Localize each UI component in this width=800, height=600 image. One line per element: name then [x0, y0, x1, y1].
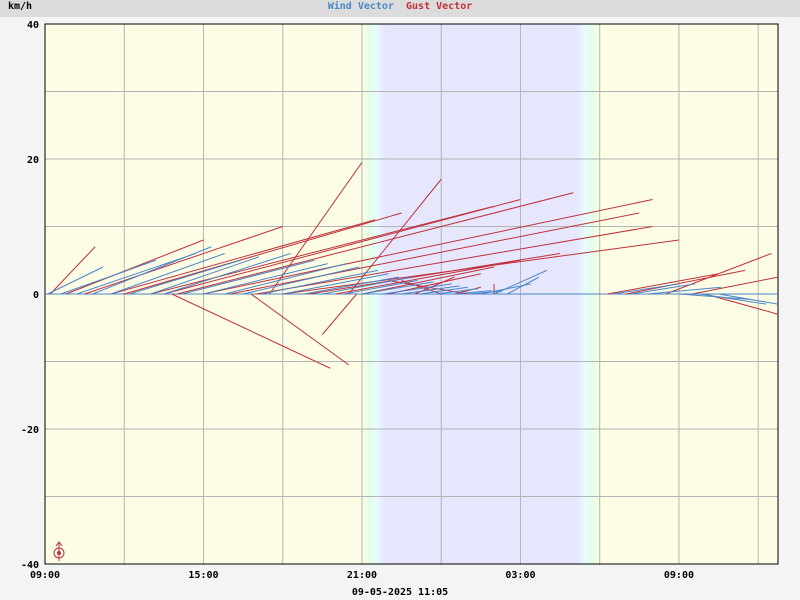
wind-vector — [261, 269, 378, 295]
wind-vector — [242, 266, 360, 295]
wind-vector — [92, 246, 212, 295]
wind-vector — [224, 263, 347, 295]
x-tick-label: 09:00 — [664, 570, 694, 581]
gust-vector — [335, 259, 521, 295]
y-tick-label: -40 — [21, 560, 39, 571]
timestamp: 09-05-2025 11:05 — [352, 587, 448, 598]
gust-vector — [150, 205, 495, 295]
wind-vector — [110, 253, 225, 295]
title-gust-vector: Gust Vector — [406, 1, 472, 12]
wind-vector — [282, 273, 389, 295]
wind-vector — [163, 253, 291, 295]
gust-vector — [84, 226, 283, 295]
wind-vector — [322, 276, 413, 295]
wind-vector — [401, 285, 460, 295]
chart-title: Wind Vector Gust Vector — [328, 0, 473, 12]
y-tick-label: -20 — [21, 425, 39, 436]
gust-vector — [163, 199, 521, 295]
wind-vector — [700, 293, 767, 305]
y-unit-label: km/h — [8, 1, 32, 12]
wind-vector — [493, 269, 548, 295]
gust-vector — [321, 293, 358, 335]
wind-vector — [182, 259, 315, 295]
title-bar — [0, 0, 800, 17]
gust-vector — [250, 293, 350, 366]
gust-vector — [171, 293, 331, 369]
wind-vector — [631, 283, 695, 295]
gust-vector — [607, 273, 719, 295]
gust-vector — [626, 269, 746, 295]
x-tick-label: 15:00 — [188, 570, 218, 581]
wind-vector — [383, 283, 452, 295]
gust-vector — [269, 162, 363, 295]
gust-vector — [361, 266, 495, 295]
gust-vector — [176, 192, 574, 295]
wind-vector — [203, 263, 328, 295]
x-tick-label: 03:00 — [505, 570, 535, 581]
gust-vector — [203, 199, 653, 295]
gust-vector — [110, 219, 376, 295]
wind-vector — [129, 259, 241, 295]
wind-vector — [647, 286, 722, 295]
wind-vector — [60, 259, 157, 295]
wind-vector — [420, 286, 468, 295]
compass-icon — [53, 541, 65, 561]
wind-vector — [718, 293, 779, 305]
wind-vector — [343, 280, 418, 295]
gust-vectors — [49, 162, 779, 369]
wind-vector — [76, 253, 196, 295]
wind-vector — [361, 281, 434, 295]
y-tick-label: 0 — [33, 290, 39, 301]
x-tick-label: 21:00 — [347, 570, 377, 581]
x-tick-label: 09:00 — [30, 570, 60, 581]
gust-vector — [256, 226, 653, 295]
wind-vectors — [47, 246, 779, 305]
gust-vector — [348, 178, 442, 295]
gust-vector — [692, 276, 779, 295]
wind-vector — [467, 290, 503, 295]
wind-vector — [454, 290, 492, 295]
wind-vector — [150, 256, 260, 295]
title-wind-vector: Wind Vector — [328, 0, 394, 12]
gust-vector — [65, 239, 204, 295]
gust-vector — [229, 212, 640, 295]
wind-vector — [303, 276, 400, 295]
wind-vector — [507, 276, 540, 295]
wind-vector — [435, 288, 479, 295]
gust-vector — [124, 212, 402, 295]
gust-vector — [665, 253, 772, 295]
wind-vector — [612, 283, 680, 295]
wind-vector — [47, 266, 104, 295]
y-tick-label: 20 — [27, 155, 39, 166]
gust-vector — [49, 246, 96, 295]
y-tick-label: 40 — [27, 20, 39, 31]
